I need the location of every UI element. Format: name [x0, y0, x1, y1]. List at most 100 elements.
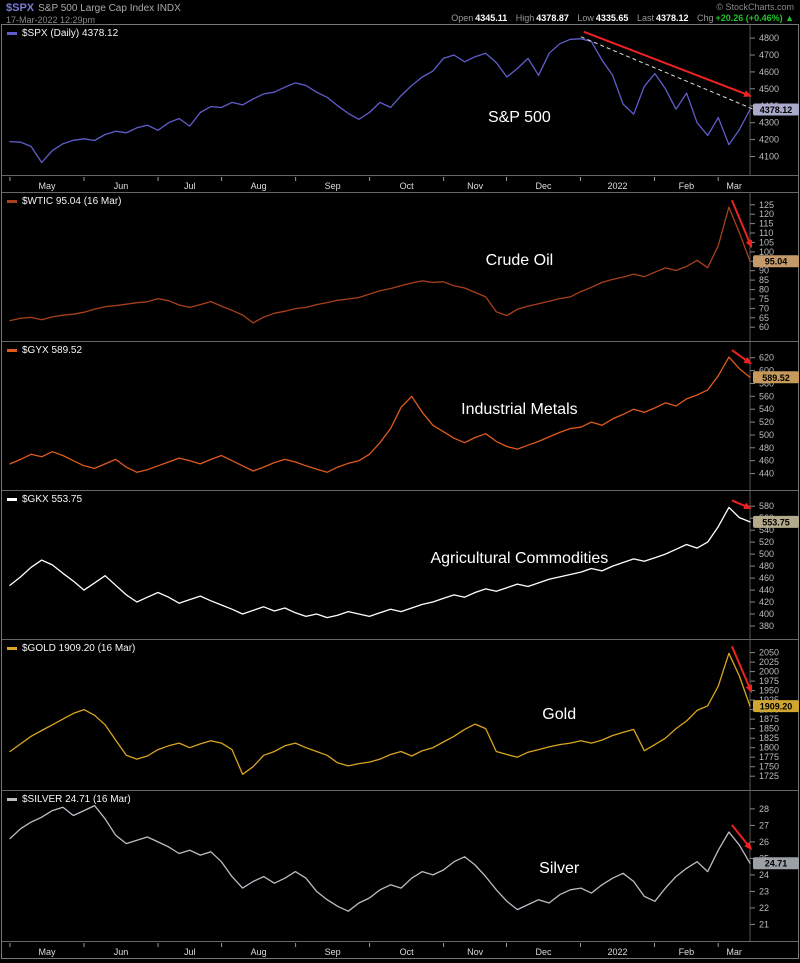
panel-title: Crude Oil [485, 252, 554, 270]
svg-text:95.04: 95.04 [765, 257, 788, 267]
index-title: S&P 500 Large Cap Index INDX [38, 3, 181, 14]
high-value: 4378.87 [536, 13, 569, 23]
svg-text:Mar: Mar [726, 947, 742, 957]
svg-text:Sep: Sep [325, 947, 341, 957]
legend-label: $WTIC 95.04 (16 Mar) [22, 196, 122, 207]
svg-text:24: 24 [759, 870, 769, 880]
svg-text:420: 420 [759, 597, 774, 607]
svg-text:115: 115 [759, 219, 773, 229]
panel-sp500: 410042004300440045004600470048004378.12 … [2, 25, 799, 175]
timestamp: 17-Mar-2022 12:29pm [6, 15, 96, 25]
last-label: Last [636, 13, 654, 23]
svg-text:380: 380 [759, 621, 774, 631]
sp500-line-chart: 410042004300440045004600470048004378.12 [9, 25, 799, 175]
legend-swatch [7, 647, 17, 650]
svg-text:1725: 1725 [759, 771, 779, 781]
svg-text:Jun: Jun [114, 947, 129, 957]
svg-text:60: 60 [759, 322, 769, 332]
legend-label: $GOLD 1909.20 (16 Mar) [22, 643, 136, 654]
svg-text:1950: 1950 [759, 686, 779, 696]
last-value: 4378.12 [655, 13, 689, 23]
svg-text:4600: 4600 [759, 67, 779, 77]
svg-text:440: 440 [759, 469, 774, 479]
panel-legend: $GOLD 1909.20 (16 Mar) [7, 643, 135, 654]
legend-label: $GYX 589.52 [22, 345, 83, 356]
svg-text:1925: 1925 [759, 695, 779, 705]
svg-text:21: 21 [759, 919, 769, 929]
svg-text:1750: 1750 [759, 762, 779, 772]
svg-text:70: 70 [759, 303, 769, 313]
svg-text:Sep: Sep [325, 181, 341, 191]
svg-text:1875: 1875 [759, 714, 779, 724]
panel-title: Agricultural Commodities [430, 550, 609, 568]
svg-text:65: 65 [759, 313, 769, 323]
high-label: High [515, 13, 535, 23]
svg-text:500: 500 [759, 430, 774, 440]
chart-frame: 410042004300440045004600470048004378.12 … [1, 24, 799, 959]
panel-title: Industrial Metals [461, 401, 578, 419]
svg-text:75: 75 [759, 294, 769, 304]
gold-line-chart: 1725175017751800182518501875190019251950… [9, 640, 799, 790]
svg-text:110: 110 [759, 228, 773, 238]
svg-text:4500: 4500 [759, 84, 779, 94]
svg-text:24.71: 24.71 [765, 859, 788, 869]
chart-header: $SPX S&P 500 Large Cap Index INDX 17-Mar-… [0, 0, 800, 25]
svg-text:Dec: Dec [535, 181, 552, 191]
svg-text:Mar: Mar [726, 181, 742, 191]
legend-swatch [7, 349, 17, 352]
svg-text:2022: 2022 [607, 181, 627, 191]
svg-text:28: 28 [759, 804, 769, 814]
svg-text:520: 520 [759, 417, 774, 427]
svg-text:500: 500 [759, 549, 774, 559]
svg-text:4700: 4700 [759, 50, 779, 60]
svg-text:1850: 1850 [759, 724, 779, 734]
agricultural-commodities-line-chart: 380400420440460480500520540560580553.75 [9, 491, 799, 639]
panel-crude-oil: 606570758085909510010511011512012595.04 … [2, 193, 799, 341]
svg-text:Jun: Jun [114, 181, 129, 191]
svg-text:600: 600 [759, 366, 774, 376]
svg-text:Nov: Nov [467, 181, 484, 191]
legend-swatch [7, 200, 17, 203]
svg-text:90: 90 [759, 266, 769, 276]
legend-label: $SPX (Daily) 4378.12 [22, 28, 119, 39]
svg-text:540: 540 [759, 404, 774, 414]
svg-text:440: 440 [759, 585, 774, 595]
svg-text:2022: 2022 [607, 947, 627, 957]
svg-text:520: 520 [759, 537, 774, 547]
svg-text:553.75: 553.75 [762, 517, 790, 527]
svg-text:620: 620 [759, 353, 774, 363]
low-value: 4335.65 [595, 13, 629, 23]
svg-text:Feb: Feb [679, 181, 695, 191]
svg-text:480: 480 [759, 443, 774, 453]
svg-text:2025: 2025 [759, 657, 779, 667]
svg-text:Oct: Oct [400, 947, 415, 957]
svg-text:540: 540 [759, 525, 774, 535]
month-axis-bottom: May Jun Jul Aug Sep Oct Nov Dec 2022 Feb Mar [2, 941, 798, 958]
header-right: © StockCharts.com Open 4345.11 High 4378.8… [445, 2, 794, 23]
chg-label: Chg [697, 13, 714, 23]
panel-industrial-metals: 440 460 480 500 520 540 560 580 600 620 589.52 $GY… [2, 341, 799, 490]
svg-text:Nov: Nov [467, 947, 484, 957]
svg-text:120: 120 [759, 209, 774, 219]
open-label: Open [451, 13, 474, 23]
svg-text:80: 80 [759, 285, 769, 295]
svg-text:1909.20: 1909.20 [760, 702, 793, 712]
silver-line-chart: 212223242526272824.71 [9, 791, 799, 941]
legend-swatch [7, 798, 17, 801]
svg-text:Aug: Aug [251, 181, 267, 191]
industrial-metals-line-chart: 440 460 480 500 520 540 560 580 600 620 589.52 [9, 342, 799, 490]
panel-title: Gold [542, 706, 577, 723]
svg-text:4300: 4300 [759, 118, 779, 128]
panel-legend: $SILVER 24.71 (16 Mar) [7, 794, 131, 805]
open-value: 4345.11 [475, 13, 508, 23]
svg-text:4800: 4800 [759, 33, 779, 43]
stockcharts-credit: © StockCharts.com [716, 2, 794, 12]
panel-silver: 212223242526272824.71 $SILVER 24.71 (16 … [2, 790, 799, 941]
panel-legend: $WTIC 95.04 (16 Mar) [7, 196, 121, 207]
header-left: $SPX S&P 500 Large Cap Index INDX 17-Mar-… [6, 2, 181, 25]
svg-text:580: 580 [759, 379, 774, 389]
symbol: $SPX [6, 2, 35, 14]
legend-swatch [7, 498, 17, 501]
low-label: Low [577, 13, 594, 23]
panel-title: Silver [539, 860, 580, 877]
